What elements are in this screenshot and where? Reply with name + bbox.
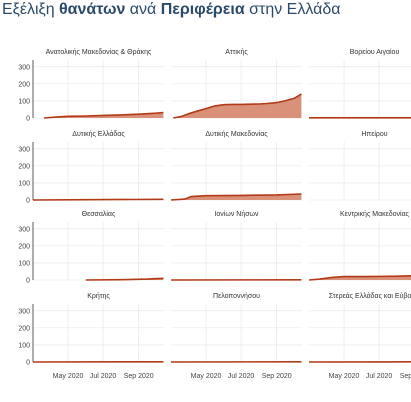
facet-title: Δυτικής Μακεδονίας <box>205 130 268 138</box>
facet-title: Κεντρικής Μακεδονίας <box>340 210 410 218</box>
x-tick-label: Jul 2020 <box>228 373 255 380</box>
y-tick-label: 0 <box>26 278 30 285</box>
facet-panel: Βορείου Αιγαίου <box>309 48 411 119</box>
x-tick-label: May 2020 <box>191 373 222 380</box>
series-line <box>308 275 411 281</box>
y-tick-label: 300 <box>18 226 30 233</box>
facet-panel: Ιονίων Νήσων <box>170 210 302 281</box>
series-line <box>85 277 164 281</box>
facet-panel: Κρήτης 0 100 200 300 May 2020 Jul 2020 Sep 2020 <box>18 293 164 380</box>
facet-panel: Δυτικής Ελλάδας 0 100 200 300 <box>18 130 164 205</box>
facet-title: Ηπείρου <box>361 130 387 138</box>
series-line <box>43 111 164 119</box>
x-tick-label: Jul 2020 <box>366 373 393 380</box>
title-part-5: στην Ελλάδα <box>244 1 341 18</box>
x-tick-label: Jul 2020 <box>90 373 117 380</box>
x-tick-label: May 2020 <box>53 373 84 380</box>
facet-panel: Πελοποννήσου May 2020 Jul 2020 Sep 2020 <box>170 293 302 380</box>
series-line <box>32 198 164 201</box>
y-tick-label: 0 <box>26 360 30 367</box>
y-tick-label: 100 <box>18 260 30 267</box>
facet-title: Πελοποννήσου <box>213 293 260 300</box>
y-tick-label: 200 <box>18 243 30 250</box>
facet-panel: Ανατολικής Μακεδονίας & Θράκης 0 100 200 300 <box>18 48 164 123</box>
y-tick-label: 0 <box>26 198 30 205</box>
title-part-1: Εξέλιξη <box>2 1 60 18</box>
facet-panel: Στερεάς Ελλάδας και Εύβοιας May 2020 Jul 2… <box>308 292 411 380</box>
facet-title: Κρήτης <box>87 293 110 300</box>
y-tick-label: 300 <box>18 64 30 71</box>
facet-title: Αττικής <box>225 49 248 56</box>
page-title: Εξέλιξη θανάτων ανά Περιφέρεια στην Ελλά… <box>2 1 341 19</box>
series-line <box>170 193 302 201</box>
title-part-2: θανάτων <box>59 1 126 18</box>
series-line <box>173 93 302 119</box>
y-tick-label: 200 <box>18 163 30 170</box>
facet-panel: Αττικής <box>171 49 302 119</box>
y-tick-label: 100 <box>18 342 30 349</box>
title-part-4: Περιφέρεια <box>160 1 245 18</box>
facet-title: Ανατολικής Μακεδονίας & Θράκης <box>46 48 152 56</box>
x-tick-label: Sep 2020 <box>124 373 154 380</box>
y-tick-label: 300 <box>18 308 30 315</box>
y-tick-label: 100 <box>18 98 30 105</box>
y-tick-label: 0 <box>26 116 30 123</box>
y-tick-label: 300 <box>18 146 30 153</box>
x-tick-label: Sep 2020 <box>400 373 411 380</box>
y-tick-label: 200 <box>18 81 30 88</box>
y-tick-label: 100 <box>18 180 30 187</box>
facet-title: Βορείου Αιγαίου <box>350 48 400 56</box>
facet-panel: Δυτικής Μακεδονίας <box>170 130 302 201</box>
series-area <box>173 94 302 118</box>
facet-panel: Ηπείρου <box>309 130 411 201</box>
x-tick-label: May 2020 <box>329 373 360 380</box>
facet-title: Θεσσαλίας <box>82 210 116 218</box>
facet-title: Στερεάς Ελλάδας και Εύβοιας <box>329 292 411 300</box>
y-tick-label: 200 <box>18 325 30 332</box>
facet-panel: Κεντρικής Μακεδονίας <box>308 210 411 281</box>
facet-title: Ιονίων Νήσων <box>214 210 259 218</box>
facet-panel: Θεσσαλίας 0 100 200 300 <box>18 210 164 285</box>
x-tick-label: Sep 2020 <box>262 373 292 380</box>
facet-title: Δυτικής Ελλάδας <box>72 130 125 138</box>
title-part-3: ανά <box>125 1 161 18</box>
